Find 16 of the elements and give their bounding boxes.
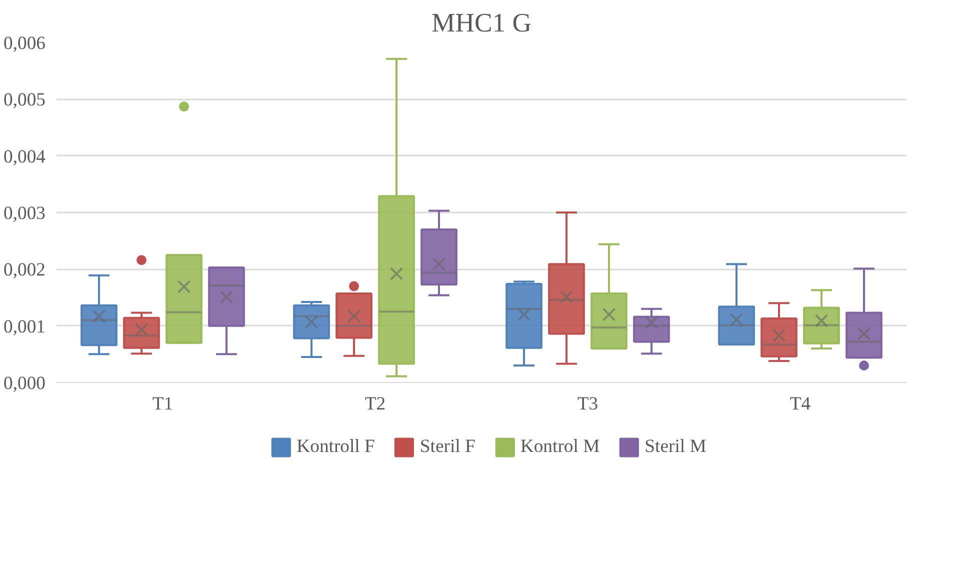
x-tick-label: T3 — [577, 394, 598, 414]
y-tick-label: 0,005 — [4, 90, 46, 111]
legend-label: Steril F — [420, 436, 476, 458]
legend-label: Steril M — [644, 436, 706, 458]
chart-title: MHC1 G — [432, 8, 532, 38]
y-tick-label: 0,002 — [4, 260, 46, 281]
x-tick-label: T1 — [152, 394, 174, 414]
y-tick-label: 0,004 — [4, 146, 46, 168]
x-tick-label: T4 — [790, 394, 812, 414]
legend-label: Kontrol M — [520, 436, 600, 458]
y-tick-label: 0,006 — [4, 33, 46, 54]
y-tick-label: 0,001 — [4, 316, 46, 338]
legend-label: Kontroll F — [296, 436, 375, 458]
y-tick-label: 0,003 — [4, 203, 46, 224]
x-tick-label: T2 — [364, 394, 386, 414]
y-tick-label: 0,000 — [4, 373, 46, 394]
